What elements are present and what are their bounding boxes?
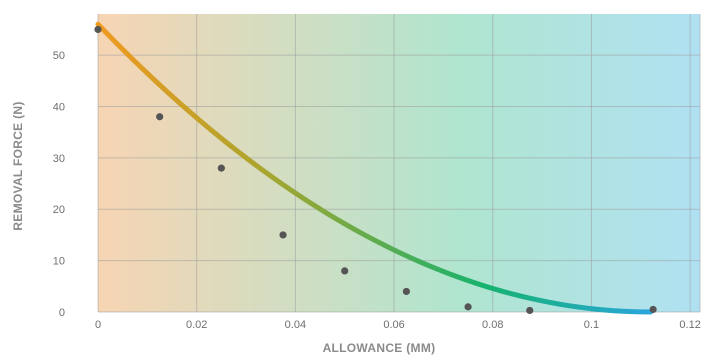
trend-line bbox=[95, 21, 654, 315]
data-point bbox=[156, 113, 164, 121]
x-tick-label: 0.06 bbox=[383, 319, 404, 331]
x-grid bbox=[97, 14, 701, 312]
y-grid bbox=[98, 54, 700, 313]
data-point bbox=[341, 267, 349, 275]
y-tick-label: 10 bbox=[53, 256, 65, 268]
x-axis-title: ALLOWANCE (MM) bbox=[323, 341, 436, 355]
data-point bbox=[464, 303, 472, 311]
x-tick-label: 0.02 bbox=[186, 319, 207, 331]
y-tick-label: 20 bbox=[53, 204, 65, 216]
data-point bbox=[279, 231, 287, 239]
y-axis-title: REMOVAL FORCE (N) bbox=[11, 101, 25, 230]
y-tick-labels: 0 10 20 30 40 50 bbox=[53, 50, 65, 319]
y-tick-label: 0 bbox=[59, 307, 65, 319]
data-point bbox=[402, 287, 411, 296]
x-tick-label: 0.12 bbox=[679, 319, 700, 331]
x-tick-labels: 0 0.02 0.04 0.06 0.08 0.1 0.12 bbox=[95, 319, 701, 331]
x-tick-label: 0.1 bbox=[584, 319, 599, 331]
data-point bbox=[649, 305, 657, 314]
data-points bbox=[94, 25, 657, 315]
plot-background bbox=[98, 14, 700, 312]
data-point bbox=[526, 306, 534, 315]
y-tick-label: 30 bbox=[53, 153, 65, 165]
y-tick-label: 50 bbox=[53, 50, 65, 62]
data-point bbox=[217, 164, 225, 172]
x-tick-label: 0.04 bbox=[285, 319, 306, 331]
x-tick-label: 0.08 bbox=[482, 319, 503, 331]
x-tick-label: 0 bbox=[95, 319, 101, 331]
y-tick-label: 40 bbox=[53, 101, 65, 113]
data-point bbox=[94, 25, 102, 34]
